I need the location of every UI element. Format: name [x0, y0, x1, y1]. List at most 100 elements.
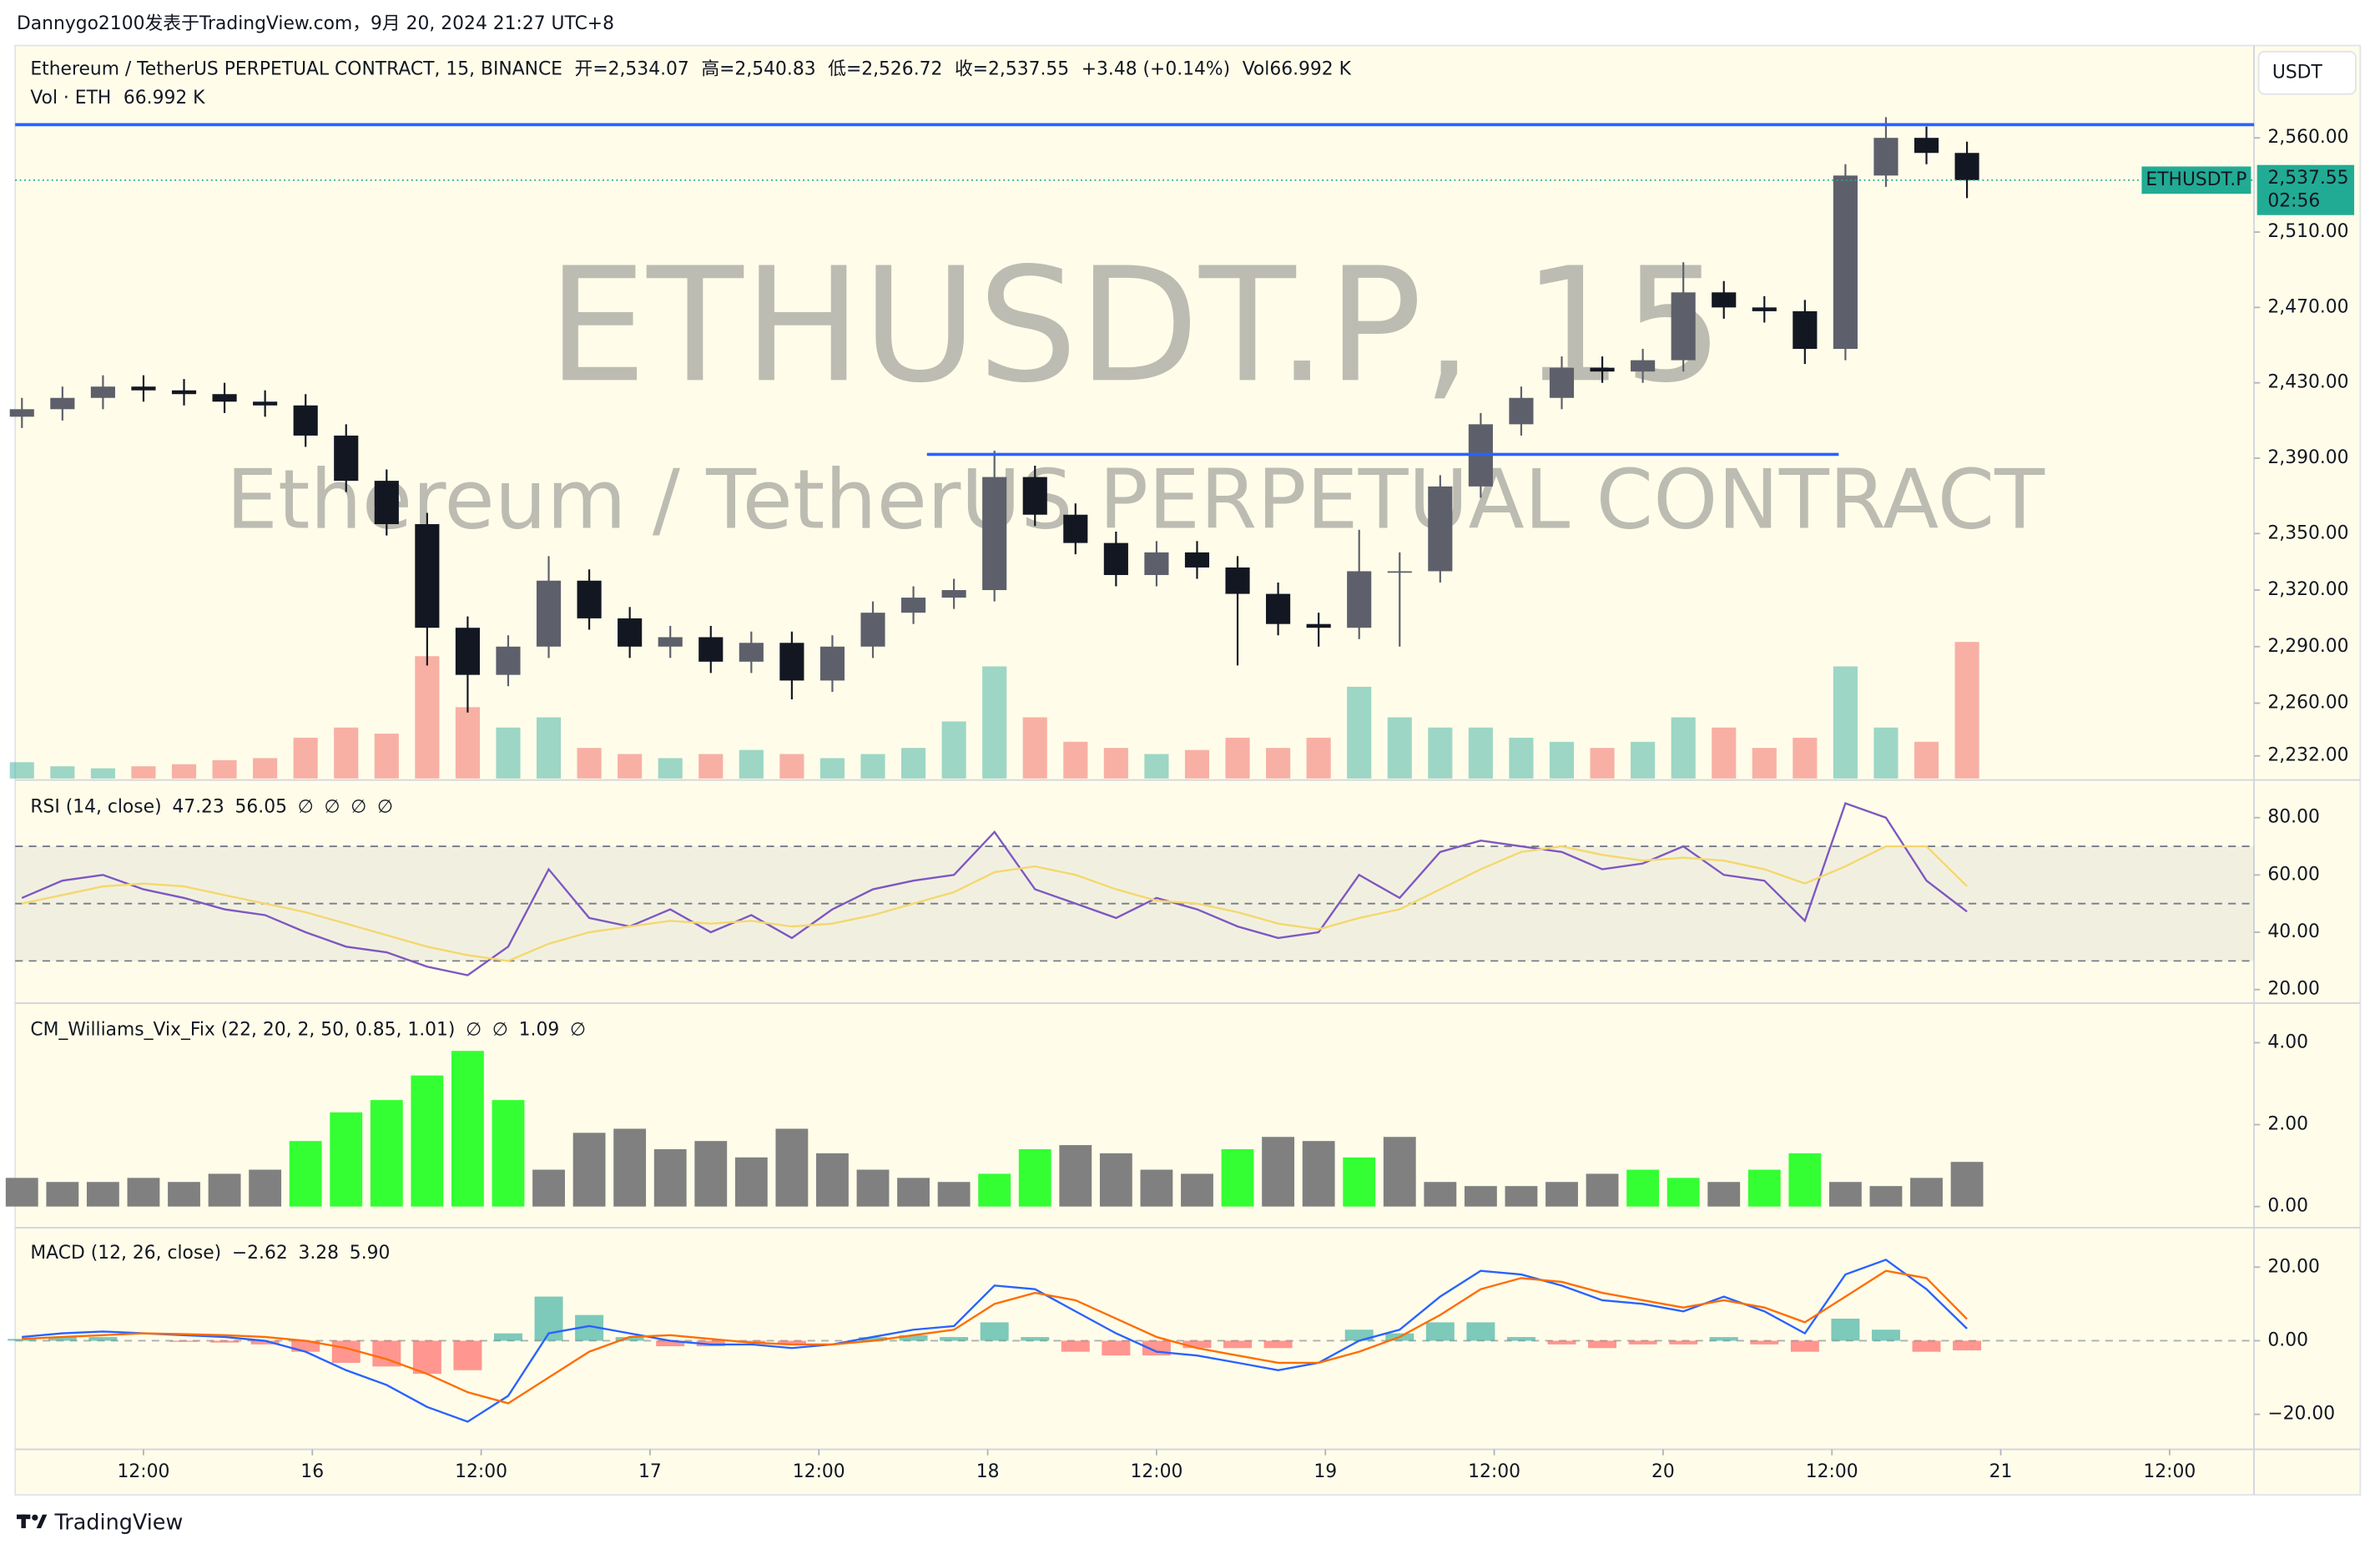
volume-bar — [900, 748, 926, 779]
candle-body — [1793, 310, 1818, 350]
volume-bar — [9, 762, 34, 779]
vix-bar — [168, 1182, 200, 1207]
vix-bar — [289, 1141, 322, 1207]
y-tick-label: 2,430.00 — [2267, 372, 2348, 393]
volume-bar — [1103, 748, 1128, 779]
legend-item: 56.05 — [235, 796, 287, 817]
candle-body — [171, 390, 197, 395]
vix-bar — [1221, 1148, 1254, 1207]
volume-bar — [1347, 686, 1372, 779]
y-tick-label: 2,350.00 — [2267, 522, 2348, 543]
legend-item: ∅ — [570, 1020, 586, 1041]
vix-bar — [816, 1153, 849, 1207]
y-tick-label: 20.00 — [2267, 1256, 2319, 1277]
candle-body — [253, 401, 278, 406]
histogram-bar — [1831, 1319, 1860, 1341]
histogram-bar — [48, 1337, 77, 1341]
volume-bar — [1833, 666, 1858, 779]
y-tick-label: −20.00 — [2267, 1404, 2335, 1425]
vix-bar — [1545, 1182, 1578, 1207]
histogram-bar — [169, 1340, 199, 1342]
symbol-tag — [2141, 166, 2251, 194]
chart-area — [14, 44, 2362, 1496]
volume-bar — [496, 727, 521, 779]
volume-bar — [253, 758, 278, 779]
vix-bar — [411, 1075, 444, 1207]
y-tick-label: 60.00 — [2267, 864, 2319, 885]
candle-body — [1144, 552, 1169, 575]
x-tick-label: 12:00 — [1130, 1461, 1182, 1482]
candle-body — [1225, 567, 1250, 594]
histogram-bar — [412, 1340, 441, 1375]
candle-body — [1914, 138, 1939, 154]
vix-bar — [1505, 1186, 1538, 1207]
histogram-bar — [1547, 1340, 1576, 1345]
candle-body — [860, 613, 885, 647]
candle-body — [1306, 623, 1331, 628]
y-tick-label: 2,470.00 — [2267, 296, 2348, 317]
vix-bar — [1667, 1178, 1700, 1207]
histogram-bar — [777, 1340, 806, 1345]
candle-body — [90, 386, 115, 398]
candle-body — [1063, 514, 1088, 543]
histogram-bar — [615, 1337, 644, 1341]
legend-item: −2.62 — [232, 1243, 288, 1264]
vix-bar — [492, 1100, 525, 1207]
currency-label[interactable]: USDT — [2272, 62, 2323, 83]
candle-body — [1590, 367, 1615, 372]
histogram-bar — [1263, 1340, 1293, 1349]
volume-bar — [1063, 741, 1088, 779]
volume-bar — [374, 734, 399, 779]
volume-bar — [455, 707, 480, 779]
x-tick-label: 20 — [1651, 1461, 1675, 1482]
candle-body — [1103, 542, 1128, 575]
histogram-bar — [1709, 1337, 1738, 1341]
vix-bar — [1586, 1173, 1619, 1207]
histogram-bar — [1790, 1340, 1819, 1352]
price-tag-label: 2,537.55 — [2267, 168, 2348, 189]
histogram-bar — [940, 1337, 969, 1341]
logo-part — [32, 1514, 38, 1521]
candle-body — [1873, 138, 1898, 176]
histogram-bar — [899, 1335, 928, 1341]
volume-bar — [658, 758, 683, 779]
ohlc-label: 低=2,526.72 — [828, 59, 942, 80]
vix-bar — [1181, 1173, 1213, 1207]
author-line: Dannygo2100发表于TradingView.com，9月 20, 202… — [17, 13, 614, 34]
candle-body — [779, 643, 804, 681]
x-tick-label: 17 — [638, 1461, 662, 1482]
vix-bar — [734, 1157, 768, 1207]
candle-body — [1266, 593, 1291, 624]
vix-bar — [1626, 1169, 1660, 1207]
candle-body — [698, 637, 724, 662]
histogram-bar — [1506, 1337, 1535, 1341]
series-line — [21, 801, 1968, 976]
candle-body — [212, 394, 237, 402]
volume-bar — [1468, 727, 1493, 779]
y-tick-label: 2,390.00 — [2267, 447, 2348, 468]
y-tick-label: 2,232.00 — [2267, 745, 2348, 766]
volume-bar — [577, 748, 602, 779]
ohlc-label: Vol66.992 K — [1243, 59, 1352, 80]
volume-bar — [1631, 741, 1656, 779]
volume-bar — [941, 721, 966, 779]
watermark-description: Ethereum / TetherUS PERPETUAL CONTRACT — [226, 452, 2045, 547]
volume-bar — [90, 768, 115, 779]
volume-bar — [334, 727, 359, 779]
x-tick-label: 12:00 — [1806, 1461, 1858, 1482]
candle-body — [1712, 292, 1737, 308]
candle-body — [982, 477, 1007, 591]
volume-bar — [1306, 737, 1331, 779]
vix-bar — [978, 1173, 1011, 1207]
vix-bar — [1140, 1169, 1173, 1207]
vix-bar — [127, 1178, 160, 1207]
legend-item: ∅ — [492, 1020, 508, 1041]
vix-bar — [370, 1100, 403, 1207]
volume-bar — [131, 766, 156, 779]
histogram-bar — [1750, 1340, 1779, 1345]
currency-button[interactable] — [2257, 50, 2357, 95]
logo-part — [21, 1514, 26, 1529]
vix-bar — [572, 1133, 606, 1207]
histogram-bar — [1425, 1322, 1455, 1341]
legend-item: ∅ — [466, 1020, 482, 1041]
